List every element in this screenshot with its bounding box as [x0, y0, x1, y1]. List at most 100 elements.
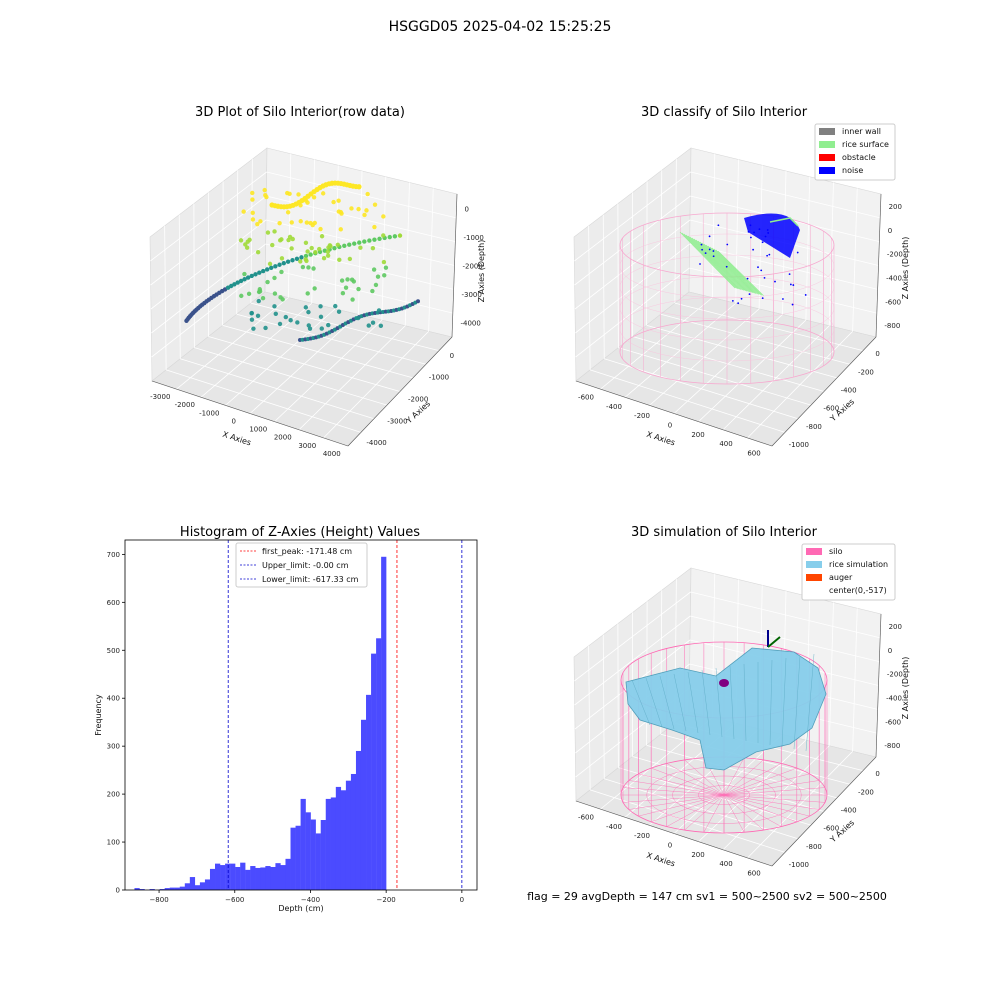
- data-point: [287, 234, 293, 240]
- histogram-bar: [320, 820, 326, 890]
- data-point: [305, 249, 310, 254]
- data-point: [246, 291, 252, 297]
- data-point: [296, 192, 301, 197]
- data-point: [303, 305, 309, 310]
- data-point: [347, 256, 353, 262]
- noise-point: [708, 235, 711, 238]
- data-point: [242, 277, 247, 282]
- legend-swatch-silo: [806, 548, 822, 555]
- auger-marker: [719, 679, 729, 687]
- x-tick-label: 600: [747, 449, 760, 457]
- data-point: [358, 245, 363, 250]
- data-point: [249, 317, 255, 322]
- y-tick-label: 400: [107, 695, 120, 703]
- noise-point: [761, 241, 764, 244]
- x-tick-label: −200: [377, 896, 396, 904]
- histogram-bar: [285, 858, 291, 890]
- noise-point: [774, 280, 776, 283]
- rice-mesh-line: [729, 665, 735, 740]
- classify-marks: [619, 212, 835, 385]
- silo-wall-ring: [619, 254, 835, 320]
- data-point: [253, 272, 258, 277]
- y-tick-label: -400: [841, 806, 857, 814]
- data-point: [306, 265, 311, 270]
- data-point: [298, 259, 303, 264]
- x-axis-label-histogram: Depth (cm): [278, 904, 323, 913]
- data-point: [370, 320, 376, 325]
- x-tick-label: −400: [301, 896, 320, 904]
- rice-mesh-line: [687, 671, 699, 734]
- data-point: [349, 206, 354, 211]
- data-point: [378, 323, 384, 328]
- data-point: [321, 256, 327, 261]
- z-axis-label-raw: Z Axies (Depth): [477, 240, 486, 303]
- data-point: [305, 291, 310, 296]
- z-tick-label: -800: [884, 742, 900, 750]
- x-tick-label: 0: [460, 896, 464, 904]
- data-point: [285, 210, 291, 215]
- y-tick-label: -400: [841, 386, 857, 394]
- data-point: [281, 261, 286, 266]
- y-tick-label: -2000: [408, 396, 428, 404]
- data-point: [255, 221, 260, 227]
- axis-line-z: [875, 613, 882, 758]
- histogram-bar: [209, 868, 216, 890]
- histogram-bar: [240, 862, 246, 890]
- z-tick-label: 200: [889, 623, 902, 631]
- histogram-bar: [255, 867, 261, 890]
- data-point: [337, 257, 342, 263]
- rice-surface-streak: [707, 245, 757, 294]
- noise-point: [726, 243, 729, 246]
- data-point: [242, 271, 247, 277]
- data-point: [307, 326, 313, 331]
- z-tick-label: -2000: [463, 263, 483, 271]
- noise-point: [763, 276, 766, 279]
- rice-mesh-line: [805, 653, 815, 752]
- data-point: [356, 286, 361, 292]
- legend-swatch-rice-surface: [819, 141, 835, 148]
- histogram-bar: [265, 866, 271, 890]
- data-point: [375, 274, 381, 279]
- z-tick-label: 0: [465, 205, 469, 213]
- data-point: [303, 240, 309, 246]
- y-tick-label: -800: [806, 843, 822, 851]
- data-point: [319, 234, 325, 239]
- data-point: [339, 211, 344, 216]
- data-point: [362, 212, 367, 218]
- z-tick-label: -200: [887, 671, 903, 679]
- data-point: [300, 264, 306, 270]
- x-tick-label: 4000: [323, 450, 341, 458]
- rice-mesh-line: [743, 663, 747, 742]
- data-point: [267, 261, 273, 267]
- legend-entry-obstacle: obstacle: [842, 153, 876, 162]
- histogram-bar: [199, 882, 206, 890]
- axis-line-x: [151, 380, 349, 447]
- histogram-bar: [159, 889, 165, 890]
- histogram-x-ticks: −800 −600 −400 −200 0: [149, 890, 464, 904]
- noise-point: [764, 235, 767, 238]
- data-point: [263, 193, 268, 198]
- histogram-bar: [290, 827, 296, 890]
- x-tick-label: -2000: [175, 401, 195, 409]
- histogram-bar: [270, 866, 276, 890]
- data-point: [381, 259, 387, 265]
- x-tick-label: −800: [149, 896, 168, 904]
- legend-entry-auger: auger: [829, 573, 853, 582]
- x-tick-label: -200: [634, 412, 650, 420]
- data-point: [372, 202, 378, 207]
- legend-entry-lower-limit: Lower_limit: -617.33 cm: [262, 575, 359, 584]
- rice-surface-streak: [683, 233, 739, 290]
- x-tick-label: -3000: [150, 393, 170, 401]
- panel-title-classify: 3D classify of Silo Interior: [641, 105, 808, 120]
- rice-surface-streak: [717, 250, 764, 296]
- data-point: [270, 242, 275, 248]
- panel-simulation-3d-plot: 3D simulation of Silo Interior -600-400-…: [527, 525, 910, 903]
- x-tick-label: -600: [578, 814, 594, 822]
- data-point: [272, 291, 278, 296]
- x-axis-label-raw: X Axies: [221, 430, 252, 448]
- data-point: [381, 233, 386, 238]
- panel-title-raw: 3D Plot of Silo Interior(row data): [195, 105, 405, 120]
- silo-floor-ring: [698, 785, 750, 805]
- noise-point: [804, 294, 807, 296]
- histogram-bar: [164, 888, 170, 890]
